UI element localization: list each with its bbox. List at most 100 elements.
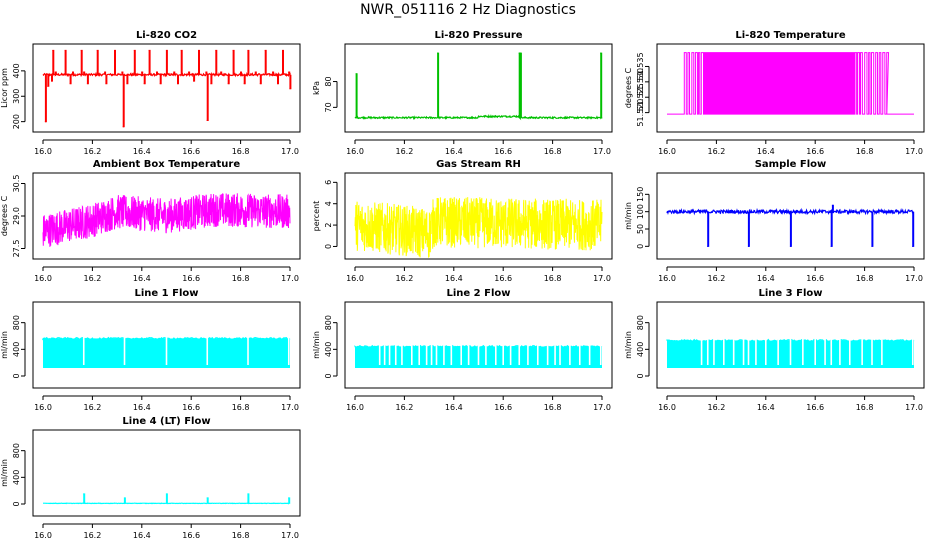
y-axis-label: ml/min [0, 459, 9, 487]
y-tick-label: 27.5 [12, 240, 21, 258]
x-tick-label: 17.0 [593, 147, 611, 156]
spike-point [831, 204, 834, 207]
panel-pressure: Li-820 Pressure 16.0 16.2 16.4 16.6 16.8 17.0 7… [312, 30, 613, 156]
spike-point [871, 245, 873, 247]
spike-point [220, 71, 222, 73]
spike-point [47, 85, 49, 87]
x-tick-label: 16.4 [133, 274, 151, 283]
y-axis-label: kPa [312, 81, 321, 95]
y-tick-label: 2 [324, 223, 333, 228]
x-tick-label: 17.0 [281, 274, 299, 283]
x-tick-label: 16.6 [494, 147, 512, 156]
x-tick-label: 16.0 [34, 274, 52, 283]
y-axis-label: degrees C [0, 195, 9, 236]
spike-point [143, 82, 145, 85]
x-tick-label: 16.8 [856, 403, 874, 412]
spike-point [205, 71, 207, 73]
y-tick-label: 400 [12, 63, 21, 78]
spike-point [83, 493, 85, 495]
x-tick-label: 17.0 [905, 403, 923, 412]
y-axis-label: ml/min [312, 331, 321, 359]
spike-point [288, 497, 290, 499]
x-tick-label: 16.0 [658, 403, 676, 412]
spike-point [600, 52, 602, 54]
x-tick-label: 16.8 [232, 403, 250, 412]
plot-frame [32, 172, 301, 260]
spike-point [215, 49, 217, 52]
x-tick-label: 16.2 [83, 403, 101, 412]
series-line [667, 52, 914, 115]
spike-point [830, 245, 832, 247]
x-tick-label: 16.2 [395, 274, 413, 283]
x-tick-label: 16.0 [34, 403, 52, 412]
y-tick-label: 300 [12, 89, 21, 104]
spike-point [104, 71, 106, 73]
spike-point [123, 497, 126, 499]
y-tick-label: 30.5 [12, 175, 21, 193]
x-tick-label: 16.6 [182, 531, 200, 540]
x-tick-label: 16.0 [34, 531, 52, 540]
spike-point [747, 245, 750, 247]
x-tick-label: 16.0 [658, 147, 676, 156]
spike-point [159, 82, 161, 85]
x-tick-label: 16.4 [133, 531, 151, 540]
spike-point [247, 493, 249, 495]
y-axis-label: degrees C [624, 67, 633, 108]
x-tick-label: 16.8 [232, 274, 250, 283]
panel-title: Line 1 Flow [135, 288, 199, 299]
y-tick-label: 0 [636, 244, 645, 249]
x-tick-label: 16.6 [182, 274, 200, 283]
spike-point [281, 49, 284, 52]
y-tick-label: 50 [636, 224, 645, 234]
plot-frame [32, 43, 301, 133]
y-tick-label: 400 [12, 342, 21, 357]
y-axis-label: ml/min [624, 202, 633, 230]
x-tick-label: 16.2 [707, 403, 725, 412]
x-tick-label: 17.0 [281, 403, 299, 412]
x-tick-label: 17.0 [593, 403, 611, 412]
x-tick-label: 16.2 [83, 531, 101, 540]
x-tick-label: 17.0 [281, 147, 299, 156]
panel-line1: Line 1 Flow 16.0 16.2 16.4 16.6 16.8 17.0 0 400 8… [0, 288, 301, 412]
x-tick-label: 16.4 [133, 147, 151, 156]
spike-point [54, 71, 56, 73]
y-tick-label: 200 [12, 114, 21, 129]
x-tick-label: 16.8 [232, 531, 250, 540]
spike-point [180, 49, 182, 52]
y-tick-label: 400 [324, 342, 333, 357]
y-axis-label: ml/min [0, 331, 9, 359]
x-tick-label: 16.0 [34, 147, 52, 156]
spike-point [243, 82, 245, 85]
spike-point [789, 245, 792, 247]
spike-point [69, 82, 71, 85]
y-axis-label: ml/min [624, 331, 633, 359]
panel-line3: Line 3 Flow 16.0 16.2 16.4 16.6 16.8 17.0 0 400 8… [624, 288, 925, 412]
panel-title: Li-820 Pressure [434, 30, 522, 41]
x-tick-label: 16.8 [856, 147, 874, 156]
x-tick-label: 16.4 [757, 274, 775, 283]
spike-point [188, 71, 190, 73]
spike-point [355, 73, 357, 75]
x-tick-label: 16.4 [445, 274, 463, 283]
x-tick-label: 16.4 [445, 403, 463, 412]
spike-point [105, 82, 107, 85]
x-tick-label: 17.0 [281, 531, 299, 540]
panel-title: Sample Flow [755, 159, 827, 170]
spike-point [707, 245, 709, 247]
y-tick-label: 70 [324, 102, 333, 112]
y-tick-label: 800 [636, 315, 645, 330]
y-tick-label: 150 [636, 187, 645, 202]
x-tick-label: 16.2 [707, 147, 725, 156]
panel-box-temp: Ambient Box Temperature 16.0 16.2 16.4 16.6 1… [0, 159, 301, 283]
series-line [42, 193, 291, 247]
spike-point [156, 71, 158, 73]
x-tick-label: 16.6 [494, 274, 512, 283]
y-tick-label: 51.535 [636, 52, 645, 80]
spike-point [133, 49, 135, 52]
y-tick-label: 51.520 [636, 99, 645, 127]
y-tick-label: 0 [12, 501, 21, 506]
y-tick-label: 51.525 [636, 83, 645, 111]
panel-li-temp: Li-820 Temperature 16.0 16.2 16.4 16.6 16.8 17… [624, 30, 925, 156]
spike-point [254, 71, 257, 73]
